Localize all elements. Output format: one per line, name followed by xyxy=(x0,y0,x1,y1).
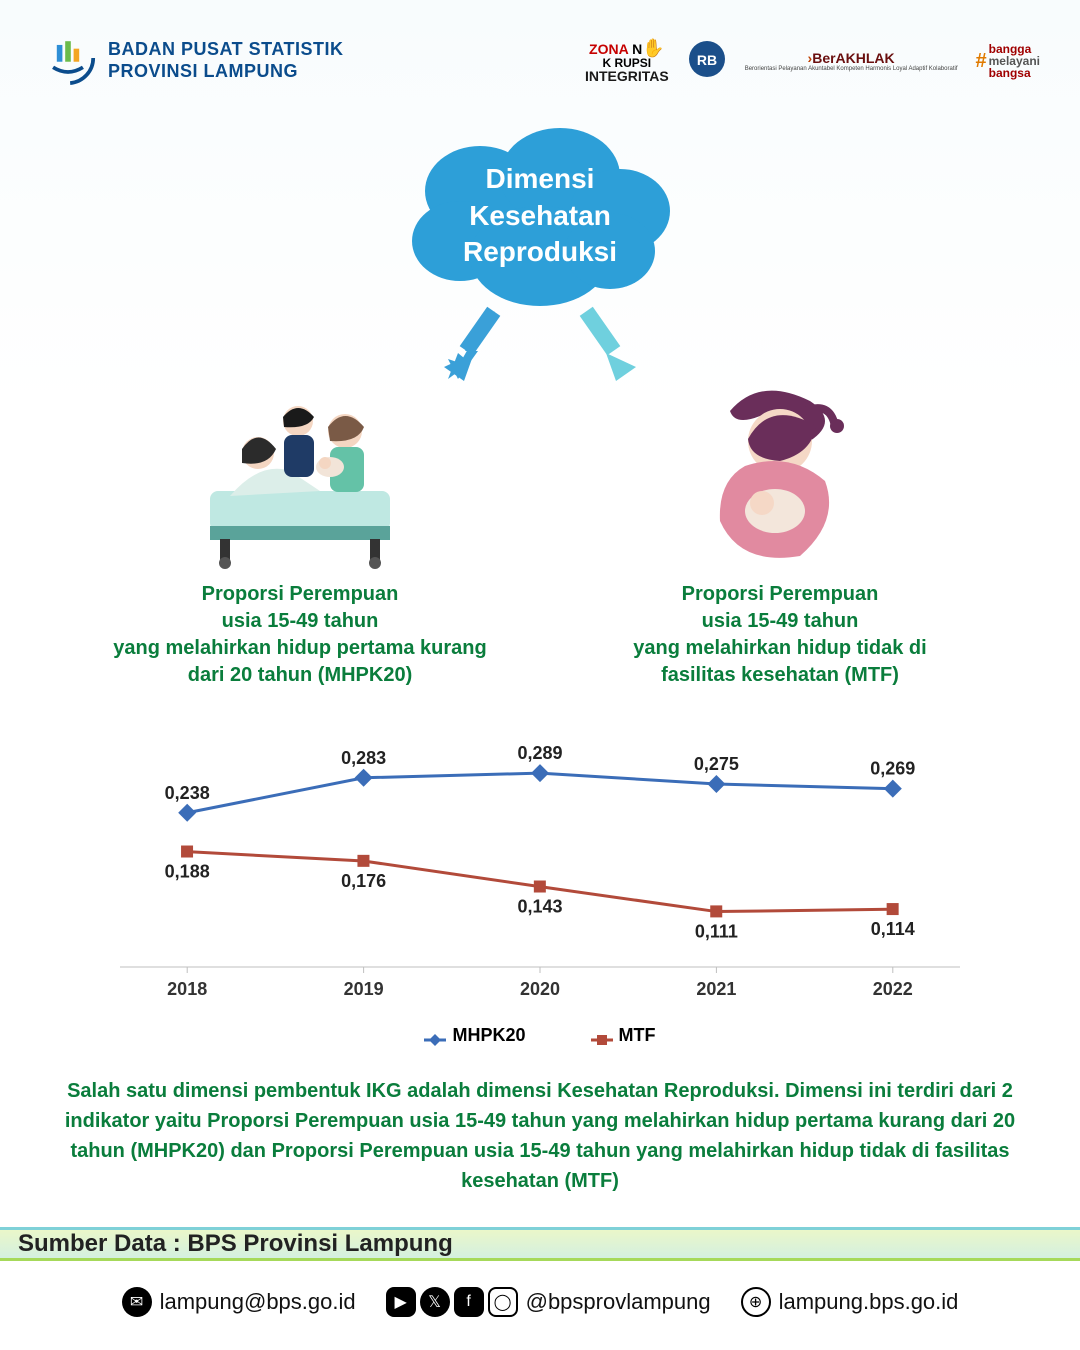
header-badges: ZONA N✋ K RUPSI INTEGRITAS RB ›BerAKHLAK… xyxy=(585,39,1040,83)
footer-web: ⊕ lampung.bps.go.id xyxy=(741,1287,959,1317)
legend-mhpk20: MHPK20 xyxy=(424,1025,525,1046)
rb-badge: RB xyxy=(687,39,727,82)
cloud-line3: Reproduksi xyxy=(463,234,617,270)
arrow-right-icon xyxy=(570,301,640,391)
legend-mtf: MTF xyxy=(591,1025,656,1046)
bps-logo: BADAN PUSAT STATISTIK PROVINSI LAMPUNG xyxy=(40,30,344,91)
instagram-icon: ◯ xyxy=(488,1287,518,1317)
svg-text:RB: RB xyxy=(697,52,717,68)
bangga-badge: # bangga melayani bangsa xyxy=(976,43,1041,79)
svg-text:2021: 2021 xyxy=(696,979,736,999)
org-name: BADAN PUSAT STATISTIK PROVINSI LAMPUNG xyxy=(108,39,344,82)
source-label: Sumber Data : BPS Provinsi Lampung xyxy=(0,1227,1080,1261)
svg-text:2019: 2019 xyxy=(344,979,384,999)
svg-text:2018: 2018 xyxy=(167,979,207,999)
x-icon: 𝕏 xyxy=(420,1287,450,1317)
berakhlak-badge: ›BerAKHLAK Berorientasi Pelayanan Akunta… xyxy=(745,50,958,72)
svg-text:0,275: 0,275 xyxy=(694,754,739,774)
source-bar: Sumber Data : BPS Provinsi Lampung xyxy=(0,1221,1080,1267)
header: BADAN PUSAT STATISTIK PROVINSI LAMPUNG Z… xyxy=(0,0,1080,101)
svg-text:0,283: 0,283 xyxy=(341,748,386,768)
org-line2: PROVINSI LAMPUNG xyxy=(108,61,344,83)
svg-text:0,238: 0,238 xyxy=(165,783,210,803)
description-text: Salah satu dimensi pembentuk IKG adalah … xyxy=(60,1076,1020,1196)
mail-icon: ✉ xyxy=(122,1287,152,1317)
svg-text:0,289: 0,289 xyxy=(517,743,562,763)
footer-email: ✉ lampung@bps.go.id xyxy=(122,1287,356,1317)
chart-legend: MHPK20 MTF xyxy=(0,1025,1080,1051)
svg-text:0,143: 0,143 xyxy=(517,897,562,917)
footer-social: ▶ 𝕏 f ◯ @bpsprovlampung xyxy=(386,1287,711,1317)
mother-baby-illustration xyxy=(640,371,900,571)
svg-text:0,111: 0,111 xyxy=(695,922,738,942)
arrow-left-icon xyxy=(440,301,510,391)
indicator-labels: Proporsi Perempuanusia 15-49 tahunyang m… xyxy=(0,581,1080,689)
svg-text:0,269: 0,269 xyxy=(870,759,915,779)
svg-text:0,188: 0,188 xyxy=(165,862,210,882)
illustrations-row xyxy=(0,371,1080,571)
hospital-bed-illustration xyxy=(180,371,440,571)
org-line1: BADAN PUSAT STATISTIK xyxy=(108,39,344,61)
bps-logo-icon xyxy=(40,30,96,91)
globe-icon: ⊕ xyxy=(741,1287,771,1317)
svg-text:0,114: 0,114 xyxy=(871,919,915,939)
indicator-left: Proporsi Perempuanusia 15-49 tahunyang m… xyxy=(90,581,510,689)
svg-text:2022: 2022 xyxy=(873,979,913,999)
svg-text:2020: 2020 xyxy=(520,979,560,999)
svg-text:0,176: 0,176 xyxy=(341,871,386,891)
footer-contacts: ✉ lampung@bps.go.id ▶ 𝕏 f ◯ @bpsprovlamp… xyxy=(0,1287,1080,1317)
indicator-right: Proporsi Perempuanusia 15-49 tahunyang m… xyxy=(570,581,990,689)
facebook-icon: f xyxy=(454,1287,484,1317)
youtube-icon: ▶ xyxy=(386,1287,416,1317)
title-cloud: Dimensi Kesehatan Reproduksi xyxy=(0,121,1080,311)
cloud-line2: Kesehatan xyxy=(463,198,617,234)
cloud-line1: Dimensi xyxy=(463,161,617,197)
zona-integritas-badge: ZONA N✋ K RUPSI INTEGRITAS xyxy=(585,39,669,83)
line-chart: 2018 2019 2020 2021 2022 0,238 0,283 0,289 0,275… xyxy=(80,719,1000,1019)
